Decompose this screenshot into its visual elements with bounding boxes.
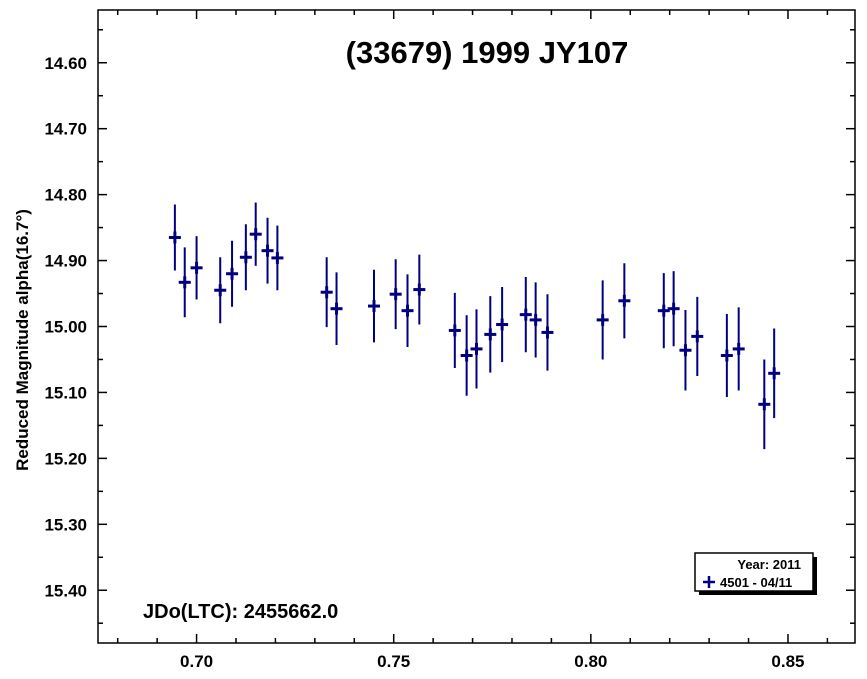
data-point — [401, 274, 414, 347]
data-point — [758, 359, 771, 450]
y-tick-label: 15.20 — [44, 449, 87, 468]
x-axis-tick-labels: 0.70 0.75 0.80 0.85 — [180, 652, 804, 671]
data-point — [239, 224, 252, 291]
y-tick-label: 14.90 — [44, 252, 87, 271]
data-point — [330, 272, 343, 345]
y-tick-label: 15.00 — [44, 318, 87, 337]
data-point — [226, 240, 239, 307]
x-tick-label: 0.80 — [574, 652, 607, 671]
chart-title: (33679) 1999 JY107 — [346, 35, 629, 70]
data-series — [168, 202, 781, 450]
data-point — [249, 202, 262, 266]
data-point — [413, 254, 426, 325]
data-point — [519, 277, 532, 353]
data-point — [261, 217, 274, 284]
y-tick-label: 14.80 — [44, 186, 87, 205]
data-point — [470, 309, 483, 389]
legend-marker — [703, 576, 715, 588]
data-point — [178, 247, 191, 318]
data-point — [214, 257, 227, 324]
data-point — [389, 259, 402, 330]
y-tick-label: 14.70 — [44, 120, 87, 139]
data-point — [541, 294, 554, 371]
x-tick-label: 0.70 — [180, 652, 213, 671]
data-point — [529, 282, 542, 358]
data-point — [496, 286, 509, 363]
legend-box — [694, 552, 814, 592]
data-point — [596, 280, 609, 360]
data-point — [484, 296, 497, 373]
data-point — [732, 307, 745, 391]
data-point — [168, 204, 181, 271]
data-point — [448, 292, 461, 369]
data-point — [720, 313, 733, 398]
data-point — [320, 257, 333, 328]
data-point — [691, 296, 704, 376]
legend-header: Year: 2011 — [737, 557, 801, 572]
data-point — [618, 263, 631, 339]
y-axis-ticks — [98, 29, 855, 624]
data-point — [190, 236, 203, 300]
legend-entry: 4501 - 04/11 — [720, 575, 792, 590]
x-tick-label: 0.75 — [377, 652, 410, 671]
jd-annotation: JDo(LTC): 2455662.0 — [143, 601, 338, 623]
data-point — [768, 328, 781, 419]
data-point — [271, 225, 284, 291]
x-axis-ticks — [116, 10, 829, 643]
y-tick-label: 15.30 — [44, 515, 87, 534]
data-point — [367, 269, 380, 343]
data-point — [657, 273, 670, 349]
y-tick-label: 14.60 — [44, 54, 87, 73]
y-axis-title: Reduced Magnitude alpha(16.7°) — [13, 209, 32, 471]
data-point — [667, 271, 680, 347]
data-point — [679, 310, 692, 391]
y-tick-label: 15.10 — [44, 383, 87, 402]
data-point — [460, 315, 473, 396]
legend: Year: 2011 4501 - 04/11 — [694, 552, 817, 595]
y-tick-label: 15.40 — [44, 581, 87, 600]
y-axis-tick-labels: 14.60 14.70 14.80 14.90 15.00 15.10 15.20 15.30… — [44, 54, 87, 601]
x-tick-label: 0.85 — [771, 652, 804, 671]
